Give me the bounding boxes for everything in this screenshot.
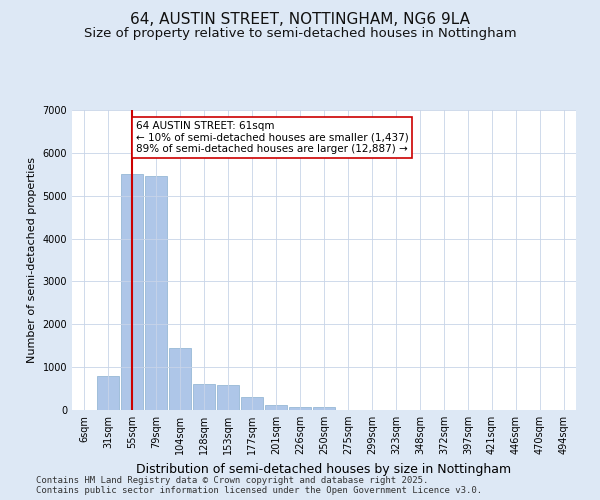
Bar — [193, 384, 215, 410]
Text: 64, AUSTIN STREET, NOTTINGHAM, NG6 9LA: 64, AUSTIN STREET, NOTTINGHAM, NG6 9LA — [130, 12, 470, 28]
Y-axis label: Number of semi-detached properties: Number of semi-detached properties — [27, 157, 37, 363]
Bar — [145, 176, 167, 410]
X-axis label: Distribution of semi-detached houses by size in Nottingham: Distribution of semi-detached houses by … — [136, 462, 512, 475]
Text: 64 AUSTIN STREET: 61sqm
← 10% of semi-detached houses are smaller (1,437)
89% of: 64 AUSTIN STREET: 61sqm ← 10% of semi-de… — [136, 120, 409, 154]
Bar — [217, 385, 239, 410]
Bar — [265, 405, 287, 410]
Text: Size of property relative to semi-detached houses in Nottingham: Size of property relative to semi-detach… — [83, 28, 517, 40]
Text: Contains HM Land Registry data © Crown copyright and database right 2025.
Contai: Contains HM Land Registry data © Crown c… — [36, 476, 482, 495]
Bar — [241, 396, 263, 410]
Bar — [289, 407, 311, 410]
Bar — [169, 348, 191, 410]
Bar — [97, 376, 119, 410]
Bar — [121, 174, 143, 410]
Bar — [313, 408, 335, 410]
